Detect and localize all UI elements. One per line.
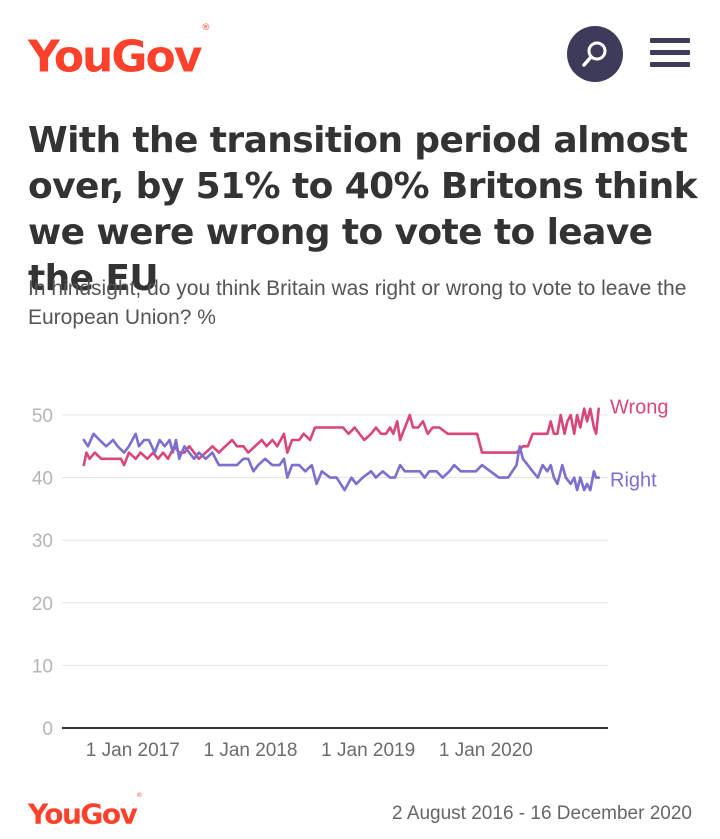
x-axis-labels: 1 Jan 2017 1 Jan 2018 1 Jan 2019 1 Jan 2020 — [86, 740, 533, 761]
site-header: YouGov® — [0, 0, 720, 110]
search-button[interactable] — [567, 26, 623, 82]
search-icon — [582, 41, 607, 67]
series-line-wrong — [82, 407, 601, 467]
series-label-wrong: Wrong — [610, 397, 669, 419]
registered-mark: ® — [201, 23, 211, 33]
hamburger-menu-icon-line — [650, 50, 690, 55]
hamburger-menu-icon-line — [650, 62, 690, 67]
logo-text: YouGov — [28, 31, 202, 83]
series-line-right — [82, 432, 601, 492]
x-tick-label: 1 Jan 2018 — [203, 740, 297, 761]
x-tick-label: 1 Jan 2020 — [439, 740, 533, 761]
hamburger-menu-button[interactable] — [650, 36, 690, 70]
date-range: 2 August 2016 - 16 December 2020 — [392, 803, 692, 824]
footer-logo-text: YouGov — [28, 797, 138, 831]
chart-grid — [62, 414, 608, 729]
y-tick-label: 20 — [32, 594, 53, 615]
y-axis-labels: 0 10 20 30 40 50 — [32, 406, 53, 740]
chart-series — [82, 407, 601, 492]
x-tick-label: 1 Jan 2017 — [86, 740, 180, 761]
series-label-right: Right — [610, 470, 657, 492]
y-tick-label: 50 — [32, 406, 53, 427]
y-tick-label: 10 — [32, 656, 53, 677]
y-tick-label: 0 — [42, 719, 53, 740]
footer-yougov-logo[interactable]: YouGov® — [28, 792, 142, 834]
chart-subtitle: In hindsight, do you think Britain was r… — [28, 277, 687, 329]
footer-registered-mark: ® — [136, 792, 143, 799]
series-labels: Wrong Right — [610, 397, 669, 492]
page-title: With the transition period almost over, … — [28, 120, 698, 299]
x-tick-label: 1 Jan 2019 — [321, 740, 415, 761]
yougov-logo[interactable]: YouGov® — [28, 23, 211, 88]
y-tick-label: 40 — [32, 469, 53, 490]
hamburger-menu-icon — [650, 38, 690, 43]
y-tick-label: 30 — [32, 531, 53, 552]
